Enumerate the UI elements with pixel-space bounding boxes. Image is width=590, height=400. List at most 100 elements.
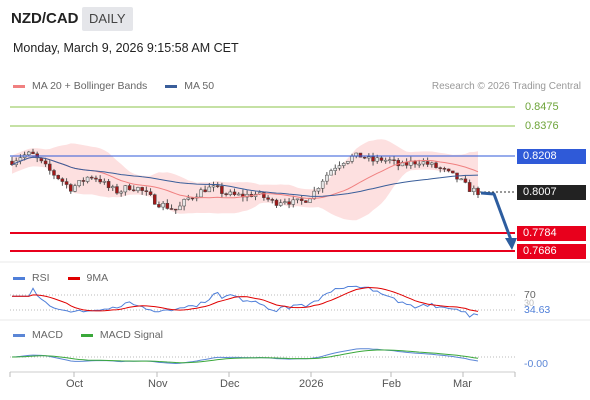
- macd-swatch: [13, 333, 25, 337]
- macd-legend: MACD MACD Signal: [13, 329, 181, 341]
- candle: [476, 187, 480, 195]
- candle: [278, 202, 283, 206]
- month-label-oct: Oct: [66, 378, 84, 390]
- candle: [404, 162, 409, 166]
- candle: [438, 167, 442, 169]
- candle: [161, 203, 165, 208]
- bollinger-band: [12, 139, 478, 221]
- candle: [140, 187, 144, 191]
- credit-text: Research © 2026 Trading Central: [431, 81, 581, 92]
- candle: [392, 159, 396, 161]
- forecast-arrow: [480, 191, 513, 241]
- candle: [178, 205, 182, 211]
- rsi-line: [12, 285, 479, 318]
- candle: [136, 187, 140, 191]
- candle: [459, 178, 463, 181]
- candle: [325, 174, 329, 182]
- candle: [413, 160, 417, 165]
- candle: [362, 156, 367, 159]
- rsi-legend: RSI 9MA: [13, 272, 126, 284]
- forecast-arrowhead: [505, 238, 517, 250]
- level-r1-label: 0.8376: [525, 120, 559, 132]
- candle: [106, 181, 111, 189]
- candle: [228, 191, 233, 195]
- candle: [27, 151, 31, 156]
- candle: [148, 191, 153, 195]
- candle: [186, 197, 191, 200]
- candle: [337, 165, 342, 169]
- candle: [425, 161, 430, 165]
- candle: [157, 204, 161, 208]
- month-label-nov: Nov: [148, 378, 168, 390]
- candle: [358, 152, 363, 158]
- candle: [379, 157, 384, 161]
- level-r2-label: 0.8475: [525, 101, 559, 113]
- candle: [73, 185, 77, 192]
- candle: [127, 185, 132, 191]
- candle: [220, 185, 224, 194]
- macd-legend-label: MACD: [32, 329, 63, 341]
- candle: [287, 201, 291, 205]
- candle: [115, 186, 119, 194]
- rsi-ma-legend-label: 9MA: [86, 272, 109, 284]
- candle: [333, 167, 338, 171]
- candle: [81, 180, 86, 182]
- level-pivot-badge: 0.8208: [517, 149, 586, 164]
- level-s2-badge: 0.7686: [517, 244, 586, 259]
- candle: [31, 151, 35, 155]
- candle: [270, 199, 275, 201]
- candle: [90, 176, 94, 179]
- timeframe-badge[interactable]: DAILY: [82, 7, 133, 31]
- candle: [60, 178, 65, 182]
- ma50-swatch: [165, 84, 178, 88]
- candle: [69, 184, 73, 192]
- x-axis-ticks: [9, 372, 516, 377]
- candle: [274, 199, 279, 206]
- candle: [94, 177, 98, 180]
- candle: [152, 194, 157, 205]
- candle: [199, 189, 203, 198]
- ma20-legend-label: MA 20 + Bollinger Bands: [32, 80, 148, 92]
- month-label-2026: 2026: [299, 378, 324, 390]
- candle: [165, 203, 170, 209]
- macd-signal-line: [12, 349, 479, 364]
- candle: [299, 198, 304, 201]
- candle: [77, 180, 81, 186]
- candle: [421, 161, 426, 165]
- candle: [367, 156, 371, 159]
- month-label-mar: Mar: [453, 378, 472, 390]
- candle: [236, 193, 241, 196]
- candle: [308, 198, 312, 203]
- candle: [173, 208, 178, 211]
- candle: [232, 191, 237, 195]
- candle: [291, 199, 296, 205]
- candle: [283, 201, 287, 203]
- candle: [85, 176, 90, 182]
- ma50-line: [11, 156, 479, 197]
- symbol-title: NZD/CAD: [11, 10, 79, 27]
- ma20-swatch: [13, 84, 25, 88]
- candle: [467, 182, 472, 192]
- candle: [451, 170, 455, 174]
- rsi-swatch: [13, 276, 25, 280]
- candle: [266, 197, 270, 200]
- candle: [48, 163, 52, 171]
- candle: [144, 190, 149, 192]
- rsi-ma-line: [12, 286, 479, 312]
- rsi-70-label: 70: [524, 289, 536, 301]
- macd-signal-swatch: [80, 333, 93, 337]
- candle: [312, 190, 317, 200]
- rsi-value: 34.63: [524, 304, 551, 316]
- candle: [295, 198, 300, 201]
- candle: [375, 157, 379, 162]
- rsi-legend-label: RSI: [32, 272, 50, 284]
- candle: [350, 156, 354, 162]
- macd-signal-legend-label: MACD Signal: [99, 329, 163, 341]
- candle: [190, 197, 195, 200]
- candle: [215, 185, 220, 187]
- candle: [371, 156, 375, 162]
- month-label-feb: Feb: [382, 378, 401, 390]
- level-s1-badge: 0.7784: [517, 226, 586, 241]
- candle: [430, 162, 434, 165]
